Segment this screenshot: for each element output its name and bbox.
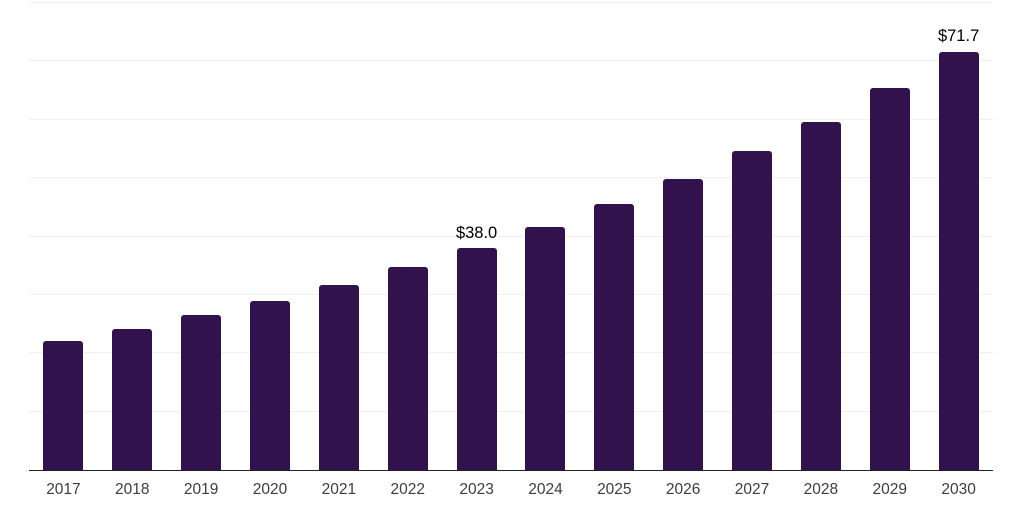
bar-2024 xyxy=(525,227,566,470)
gridline-30 xyxy=(29,293,993,295)
bar-2021 xyxy=(318,285,359,470)
bar-band-2025 xyxy=(580,3,649,470)
bar-band-2021 xyxy=(304,3,373,470)
x-tick-2024: 2024 xyxy=(528,481,563,498)
bar-band-2029 xyxy=(855,3,924,470)
bar-band-2026 xyxy=(649,3,718,470)
bar-band-2017 xyxy=(29,3,98,470)
bar-band-2022 xyxy=(373,3,442,470)
x-tick-2021: 2021 xyxy=(321,481,357,498)
x-tick-2030: 2030 xyxy=(941,481,976,498)
bar-2023 xyxy=(456,248,497,470)
gridline-10 xyxy=(29,410,993,412)
bar-2017 xyxy=(43,341,84,470)
value-label-2030: $71.7 xyxy=(937,27,980,46)
bar-band-2028 xyxy=(786,3,855,470)
x-tick-2029: 2029 xyxy=(872,481,907,498)
bar-band-2023: $38.0 xyxy=(442,3,511,470)
x-tick-2017: 2017 xyxy=(46,481,81,498)
gridline-40 xyxy=(29,235,993,237)
value-label-2023: $38.0 xyxy=(455,224,498,243)
x-tick-2019: 2019 xyxy=(183,481,219,498)
bar-band-2018 xyxy=(98,3,167,470)
x-tick-2025: 2025 xyxy=(597,481,632,498)
bar-2019 xyxy=(181,315,222,470)
bar-2030 xyxy=(938,51,979,470)
x-tick-2023: 2023 xyxy=(459,481,494,498)
x-tick-2020: 2020 xyxy=(252,481,288,498)
bar-band-2024 xyxy=(511,3,580,470)
x-tick-2018: 2018 xyxy=(115,481,150,498)
gridline-20 xyxy=(29,352,993,354)
bar-2020 xyxy=(250,300,290,470)
bar-band-2027 xyxy=(718,3,787,470)
bar-2028 xyxy=(800,121,841,470)
x-axis-labels: 2017 2018 2019 2020 2021 2022 2023 2024 2025 2026… xyxy=(29,480,993,500)
gridline-50 xyxy=(29,177,993,179)
x-tick-2026: 2026 xyxy=(665,481,701,498)
bars-row: $38.0 $71.7 xyxy=(29,3,993,470)
plot-area: $38.0 $71.7 xyxy=(29,2,993,471)
gridline-60 xyxy=(29,118,993,120)
bar-band-2019 xyxy=(167,3,236,470)
bar-2026 xyxy=(663,179,704,470)
gridline-70 xyxy=(29,60,993,62)
bar-2018 xyxy=(112,328,153,470)
x-tick-2022: 2022 xyxy=(390,481,425,498)
x-tick-2027: 2027 xyxy=(734,481,770,498)
bar-band-2020 xyxy=(236,3,305,470)
bar-2029 xyxy=(869,88,910,470)
gridline-80 xyxy=(29,2,993,3)
bar-band-2030: $71.7 xyxy=(924,3,993,470)
x-tick-2028: 2028 xyxy=(803,481,839,498)
bar-2022 xyxy=(387,267,428,470)
bar-2025 xyxy=(594,204,635,470)
bar-2027 xyxy=(732,151,773,470)
